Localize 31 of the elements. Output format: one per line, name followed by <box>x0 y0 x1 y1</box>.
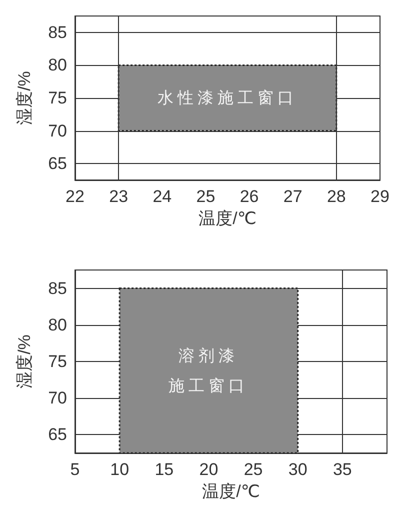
y-tick-label: 70 <box>48 121 67 140</box>
y-tick-label: 80 <box>48 315 67 334</box>
y-tick-label: 75 <box>48 88 67 108</box>
annotation: 溶剂漆施工窗口 <box>168 344 249 397</box>
x-tick-label: 25 <box>244 460 263 479</box>
x-tick-label: 26 <box>240 187 259 206</box>
x-tick-label: 10 <box>110 460 130 479</box>
y-tick-label: 75 <box>48 352 67 371</box>
y-tick-label: 85 <box>48 22 67 42</box>
y-axis-title: 湿度/% <box>15 71 34 125</box>
x-axis-title: 温度/℃ <box>198 209 256 228</box>
x-tick-label: 5 <box>70 460 80 479</box>
x-tick-label: 24 <box>152 187 172 206</box>
x-tick-label: 20 <box>199 460 218 479</box>
y-tick-label: 80 <box>48 56 67 75</box>
x-tick-label: 15 <box>154 460 174 479</box>
y-tick-label: 85 <box>48 278 67 298</box>
x-tick-label: 22 <box>66 187 84 206</box>
x-tick-label: 35 <box>332 460 352 479</box>
x-tick-label: 28 <box>326 187 346 206</box>
y-axis-title: 湿度/% <box>15 334 34 388</box>
x-axis-title: 温度/℃ <box>202 482 260 501</box>
x-tick-label: 23 <box>109 187 128 206</box>
x-tick-label: 25 <box>196 187 216 206</box>
x-tick-label: 30 <box>288 460 308 479</box>
annotation: 水性漆施工窗口 <box>158 87 298 109</box>
y-tick-label: 65 <box>48 154 67 174</box>
y-tick-label: 65 <box>48 425 67 444</box>
x-tick-label: 29 <box>370 187 390 206</box>
x-tick-label: 27 <box>283 187 302 206</box>
y-tick-label: 70 <box>48 388 67 408</box>
